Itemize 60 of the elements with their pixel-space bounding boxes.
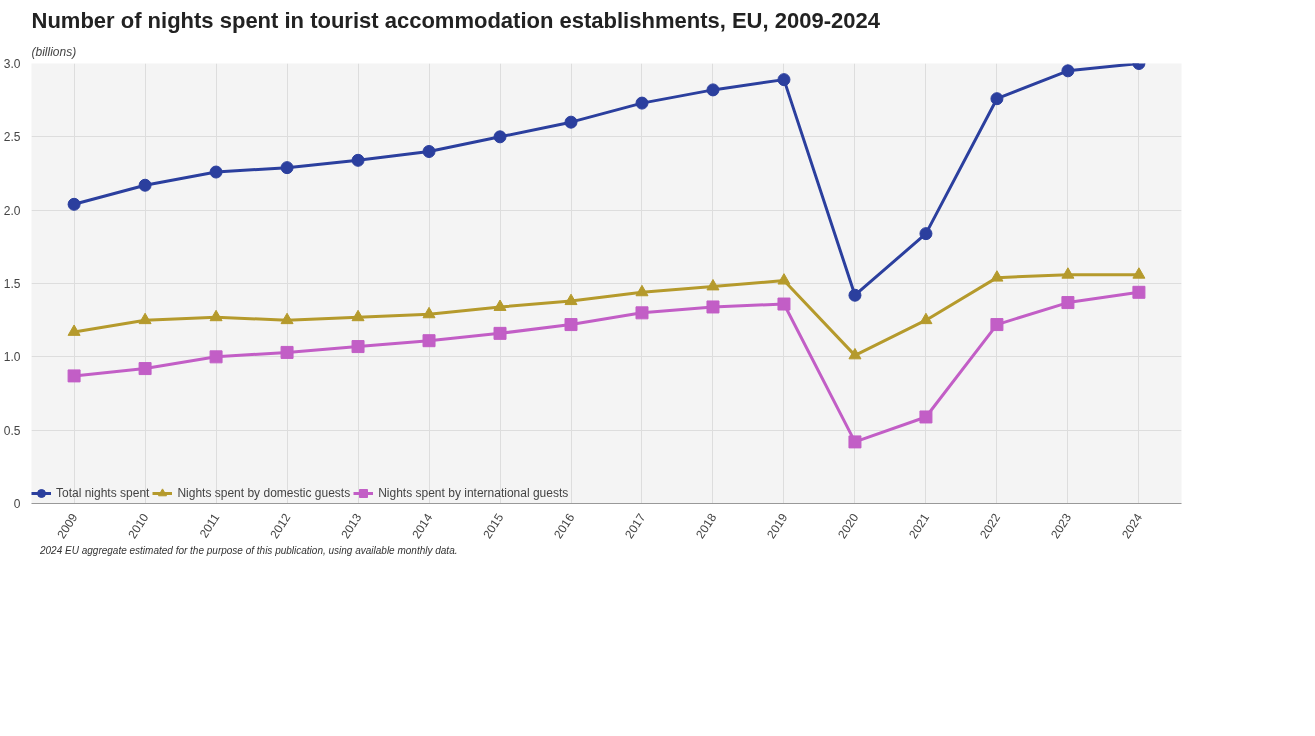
point [564,318,578,332]
point [422,334,436,348]
point [138,362,152,376]
point [990,270,1004,282]
y-tick-label: 2.0 [3,203,21,218]
point [280,345,294,359]
point [635,306,649,320]
text: 2024 EU aggregate estimated for the purpose of this publication, using available monthly data. [40,544,458,558]
point [351,340,365,354]
point [777,297,791,311]
point [635,96,649,110]
y-tick-label: 2.5 [3,130,21,145]
point [1061,267,1075,279]
point [777,273,791,285]
point [919,312,933,325]
y-tick-label: 1.0 [3,350,21,365]
point [777,73,791,87]
point [990,92,1004,106]
y-tick-label: 1.5 [3,277,21,291]
point [706,300,720,314]
chart-title: Number of nights spent in tourist accommodation establishments, EU, 2009-2024 [31,7,881,33]
point [67,197,81,211]
point [564,293,578,306]
point [990,318,1004,332]
legend-label: Nights spent by domestic guests [177,486,351,500]
point [493,299,507,311]
point [706,279,720,291]
point [1132,267,1146,279]
point [848,435,862,449]
point [209,309,223,322]
legend-label: Nights spent by international guests [378,486,569,500]
point [635,284,649,297]
point [848,347,862,360]
chart-subtitle: (billions) [31,44,77,59]
point [1061,296,1075,310]
point [67,369,81,383]
point [493,130,507,144]
point [1132,285,1146,299]
point [493,326,507,340]
point [280,161,294,175]
y-tick-label: 3.0 [3,57,21,71]
point [1061,64,1075,78]
point [919,227,933,241]
legend-label: Total nights spent [56,486,150,500]
point [706,83,720,97]
y-tick-label: 0 [13,497,21,511]
point [67,324,81,336]
point [138,178,152,192]
point [564,115,578,129]
point [209,165,223,179]
point [848,288,862,302]
point [919,410,933,424]
point [422,145,436,158]
point [138,312,152,325]
point [351,153,365,167]
point [280,312,294,325]
y-tick-label: 0.5 [3,423,21,438]
point [351,309,365,322]
point [422,306,436,319]
point [209,350,223,364]
